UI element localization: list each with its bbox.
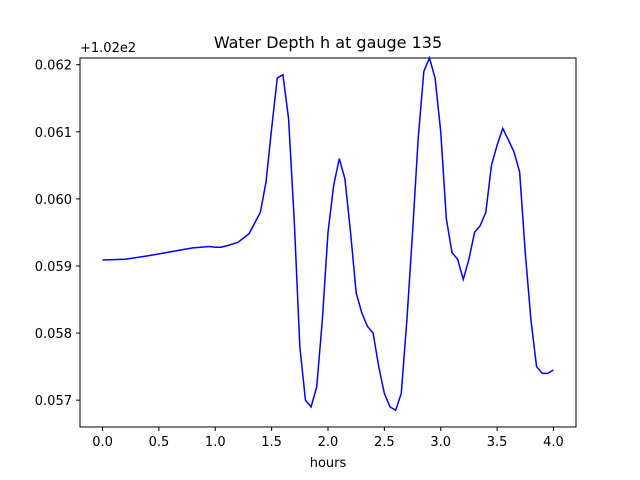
y-tick-label: 0.062 xyxy=(35,59,72,74)
x-tick-label: 0.5 xyxy=(149,435,170,450)
x-tick-label: 0.0 xyxy=(92,435,113,450)
chart-title: Water Depth h at gauge 135 xyxy=(214,33,442,52)
series-line xyxy=(102,55,554,412)
x-tick-label: 1.5 xyxy=(261,435,282,450)
y-tick-label: 0.057 xyxy=(35,394,72,409)
x-axis: 0.0 0.5 1.0 1.5 2.0 2.5 3.0 3.5 4.0 xyxy=(92,427,564,450)
y-tick-label: 0.058 xyxy=(35,327,72,342)
x-tick-label: 2.0 xyxy=(318,435,339,450)
x-axis-label: hours xyxy=(310,456,347,471)
x-tick-label: 3.0 xyxy=(430,435,451,450)
y-axis: 0.057 0.058 0.059 0.060 0.061 0.062 xyxy=(35,59,80,409)
plot-area xyxy=(79,55,577,428)
x-tick-label: 2.5 xyxy=(374,435,395,450)
y-tick-label: 0.061 xyxy=(35,126,72,141)
x-tick-label: 4.0 xyxy=(543,435,564,450)
x-tick-label: 1.0 xyxy=(205,435,226,450)
y-offset-label: +1.02e2 xyxy=(80,41,136,56)
y-tick-label: 0.059 xyxy=(35,260,72,275)
y-tick-label: 0.060 xyxy=(35,193,72,208)
x-tick-label: 3.5 xyxy=(487,435,508,450)
